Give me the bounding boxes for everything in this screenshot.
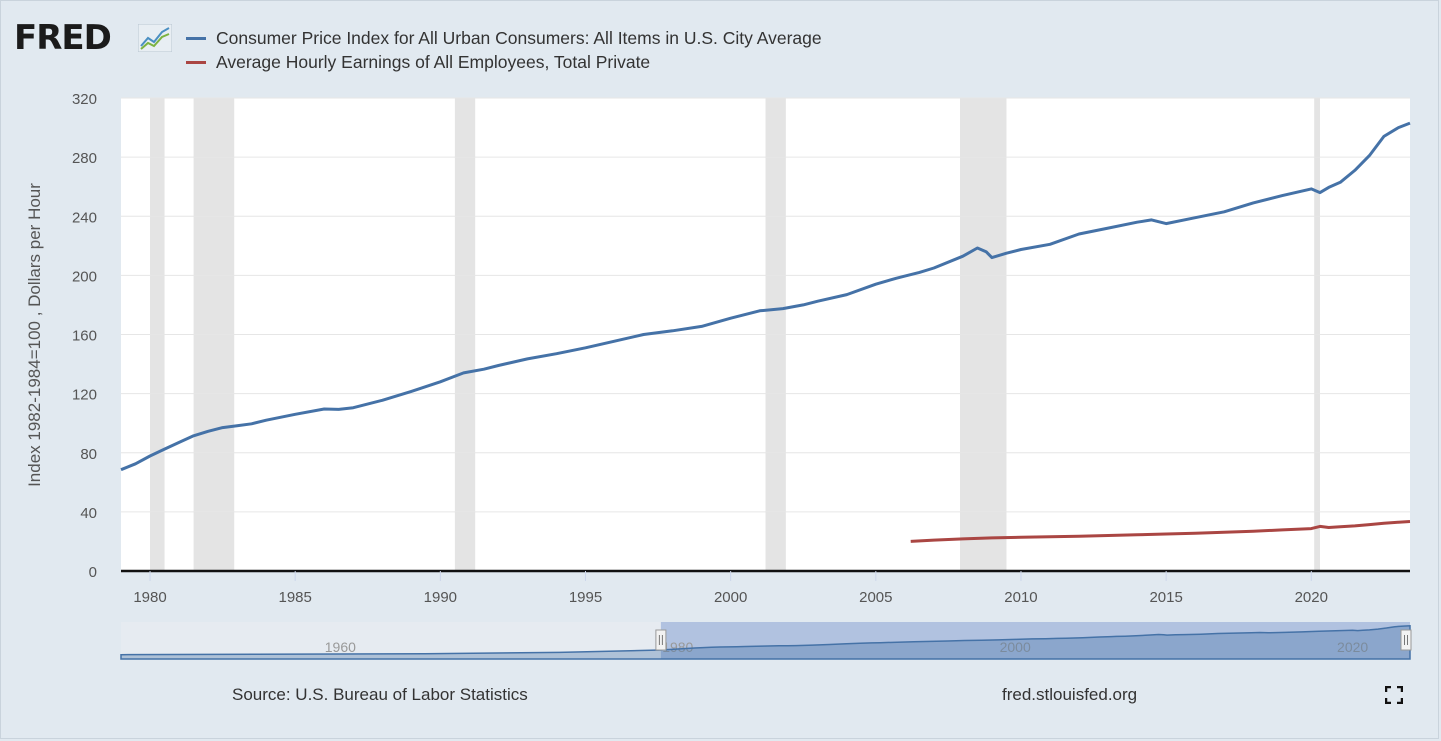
navigator-tick-labels: 1960 1980 2000 2020 (325, 639, 1369, 655)
x-tick-label: 1995 (569, 589, 602, 606)
y-tick-label: 200 (72, 268, 97, 285)
fred-logo[interactable]: FRED (14, 18, 112, 58)
x-tick-label: 1985 (279, 589, 312, 606)
y-tick-label: 280 (72, 150, 97, 167)
y-tick-label: 160 (72, 328, 97, 345)
y-axis-tick-labels: 0 40 80 120 160 200 240 280 320 (72, 91, 97, 581)
legend-label-ahe: Average Hourly Earnings of All Employees… (216, 51, 651, 72)
y-tick-label: 80 (80, 446, 97, 463)
line-chart: 0 40 80 120 160 200 240 280 320 1980 1985 1990 1995… (25, 91, 1412, 660)
fred-url-link[interactable]: fred.stlouisfed.org (1002, 685, 1138, 704)
legend-swatch-ahe (186, 60, 206, 64)
series-line-1[interactable] (910, 520, 1411, 543)
navigator-series-area (120, 625, 1411, 660)
x-tick-label: 1980 (133, 589, 166, 606)
series-line-0[interactable] (120, 121, 1411, 472)
x-axis-tick-labels: 1980 1985 1990 1995 2000 2005 2010 2015 2020 (133, 571, 1328, 606)
range-navigator[interactable]: 1960 1980 2000 2020 (120, 622, 1412, 660)
fred-line-chart-icon (138, 24, 172, 52)
y-tick-label: 320 (72, 91, 97, 108)
handle-grip[interactable] (1400, 629, 1412, 651)
x-tick-label: 2005 (859, 589, 892, 606)
y-tick-label: 40 (80, 505, 97, 522)
y-tick-label: 0 (89, 564, 97, 581)
navigator-tick-label: 2000 (1000, 639, 1031, 655)
navigator-tick-label: 2020 (1337, 639, 1368, 655)
legend-swatch-cpi (186, 36, 206, 40)
x-tick-label: 2020 (1295, 589, 1328, 606)
navigator-tick-label: 1960 (325, 639, 356, 655)
y-axis-label: Index 1982-1984=100 , Dollars per Hour (25, 183, 44, 487)
navigator-tick-label: 1980 (662, 639, 693, 655)
legend-item-ahe[interactable]: Average Hourly Earnings of All Employees… (186, 51, 650, 73)
navigator-selected-range[interactable] (660, 622, 1410, 659)
x-tick-label: 2010 (1004, 589, 1037, 606)
navigator-handle-right[interactable] (1400, 629, 1412, 651)
x-tick-label: 1990 (424, 589, 457, 606)
handle-grip[interactable] (655, 629, 667, 651)
y-tick-label: 120 (72, 387, 97, 404)
x-tick-label: 2015 (1149, 589, 1182, 606)
legend-label-cpi: Consumer Price Index for All Urban Consu… (216, 27, 822, 48)
x-tick-label: 2000 (714, 589, 747, 606)
navigator-handle-left[interactable] (655, 629, 667, 651)
y-tick-label: 240 (72, 209, 97, 226)
series-lines (120, 121, 1411, 543)
legend-item-cpi[interactable]: Consumer Price Index for All Urban Consu… (186, 27, 822, 49)
fullscreen-icon[interactable] (1385, 686, 1403, 704)
source-text: Source: U.S. Bureau of Labor Statistics (232, 685, 528, 704)
